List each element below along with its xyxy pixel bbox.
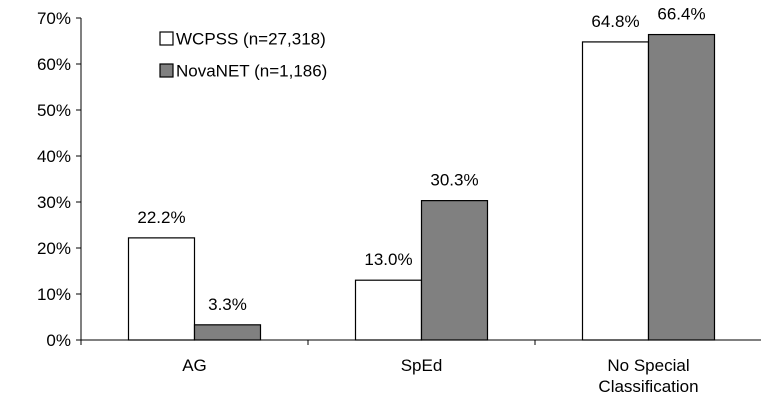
legend-label-0: WCPSS (n=27,318) (176, 30, 326, 49)
x-tick-label: SpEd (401, 356, 443, 375)
y-axis: 0% 10% 20% 30% 40% 50% 60% 70% (37, 9, 82, 350)
x-tick-label: AG (182, 356, 207, 375)
data-label-s1-c0: 3.3% (208, 295, 247, 314)
y-tick-label: 50% (37, 101, 71, 120)
data-label-s0-c0: 22.2% (137, 208, 185, 227)
legend: WCPSS (n=27,318) NovaNET (n=1,186) (159, 30, 327, 81)
y-tick-label: 30% (37, 193, 71, 212)
legend-label-1: NovaNET (n=1,186) (176, 62, 327, 81)
data-label-s0-c2: 64.8% (591, 12, 639, 31)
bar-s0-c0 (127, 237, 196, 341)
legend-swatch-1 (159, 63, 174, 78)
x-axis: AG SpEd No Special Classification (80, 339, 761, 396)
bar-s0-c2 (581, 41, 650, 341)
bar-s1-c1 (420, 200, 489, 341)
bar-s1-c2 (647, 33, 716, 341)
y-tick-label: 60% (37, 55, 71, 74)
y-tick-label: 0% (46, 331, 71, 350)
y-tick-label: 10% (37, 285, 71, 304)
data-label-s1-c2: 66.4% (657, 5, 705, 24)
y-tick-label: 20% (37, 239, 71, 258)
bar-s0-c1 (354, 279, 423, 341)
x-tick-label: No Special Classification (598, 356, 698, 396)
bar-s1-c0 (193, 324, 262, 341)
y-tick-label: 70% (37, 9, 71, 28)
bars-group (127, 33, 716, 341)
data-label-s1-c1: 30.3% (430, 171, 478, 190)
y-tick-label: 40% (37, 147, 71, 166)
data-label-s0-c1: 13.0% (364, 250, 412, 269)
data-labels-group: 22.2% 3.3% 13.0% 30.3% 64.8% 66.4% (137, 5, 705, 314)
legend-swatch-0 (159, 31, 174, 46)
